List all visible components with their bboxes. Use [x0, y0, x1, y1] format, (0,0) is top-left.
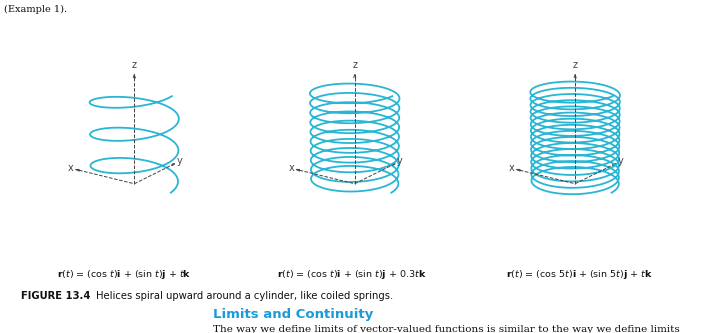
Text: (Example 1).: (Example 1). — [4, 5, 67, 14]
Text: $\mathbf{r}$$(t)$ = (cos $t$)$\mathbf{i}$ + (sin $t$)$\mathbf{j}$ + $t$$\mathbf{: $\mathbf{r}$$(t)$ = (cos $t$)$\mathbf{i}… — [57, 268, 192, 281]
Text: $\mathbf{r}$$(t)$ = (cos 5$t$)$\mathbf{i}$ + (sin 5$t$)$\mathbf{j}$ + $t$$\mathb: $\mathbf{r}$$(t)$ = (cos 5$t$)$\mathbf{i… — [506, 268, 653, 281]
Text: Helices spiral upward around a cylinder, like coiled springs.: Helices spiral upward around a cylinder,… — [96, 291, 393, 301]
Text: Limits and Continuity: Limits and Continuity — [213, 308, 373, 321]
Text: FIGURE 13.4: FIGURE 13.4 — [21, 291, 91, 301]
Text: The way we define limits of vector-valued functions is similar to the way we def: The way we define limits of vector-value… — [213, 325, 680, 333]
Text: $\mathbf{r}$$(t)$ = (cos $t$)$\mathbf{i}$ + (sin $t$)$\mathbf{j}$ + 0.3$t$$\math: $\mathbf{r}$$(t)$ = (cos $t$)$\mathbf{i}… — [277, 268, 427, 281]
